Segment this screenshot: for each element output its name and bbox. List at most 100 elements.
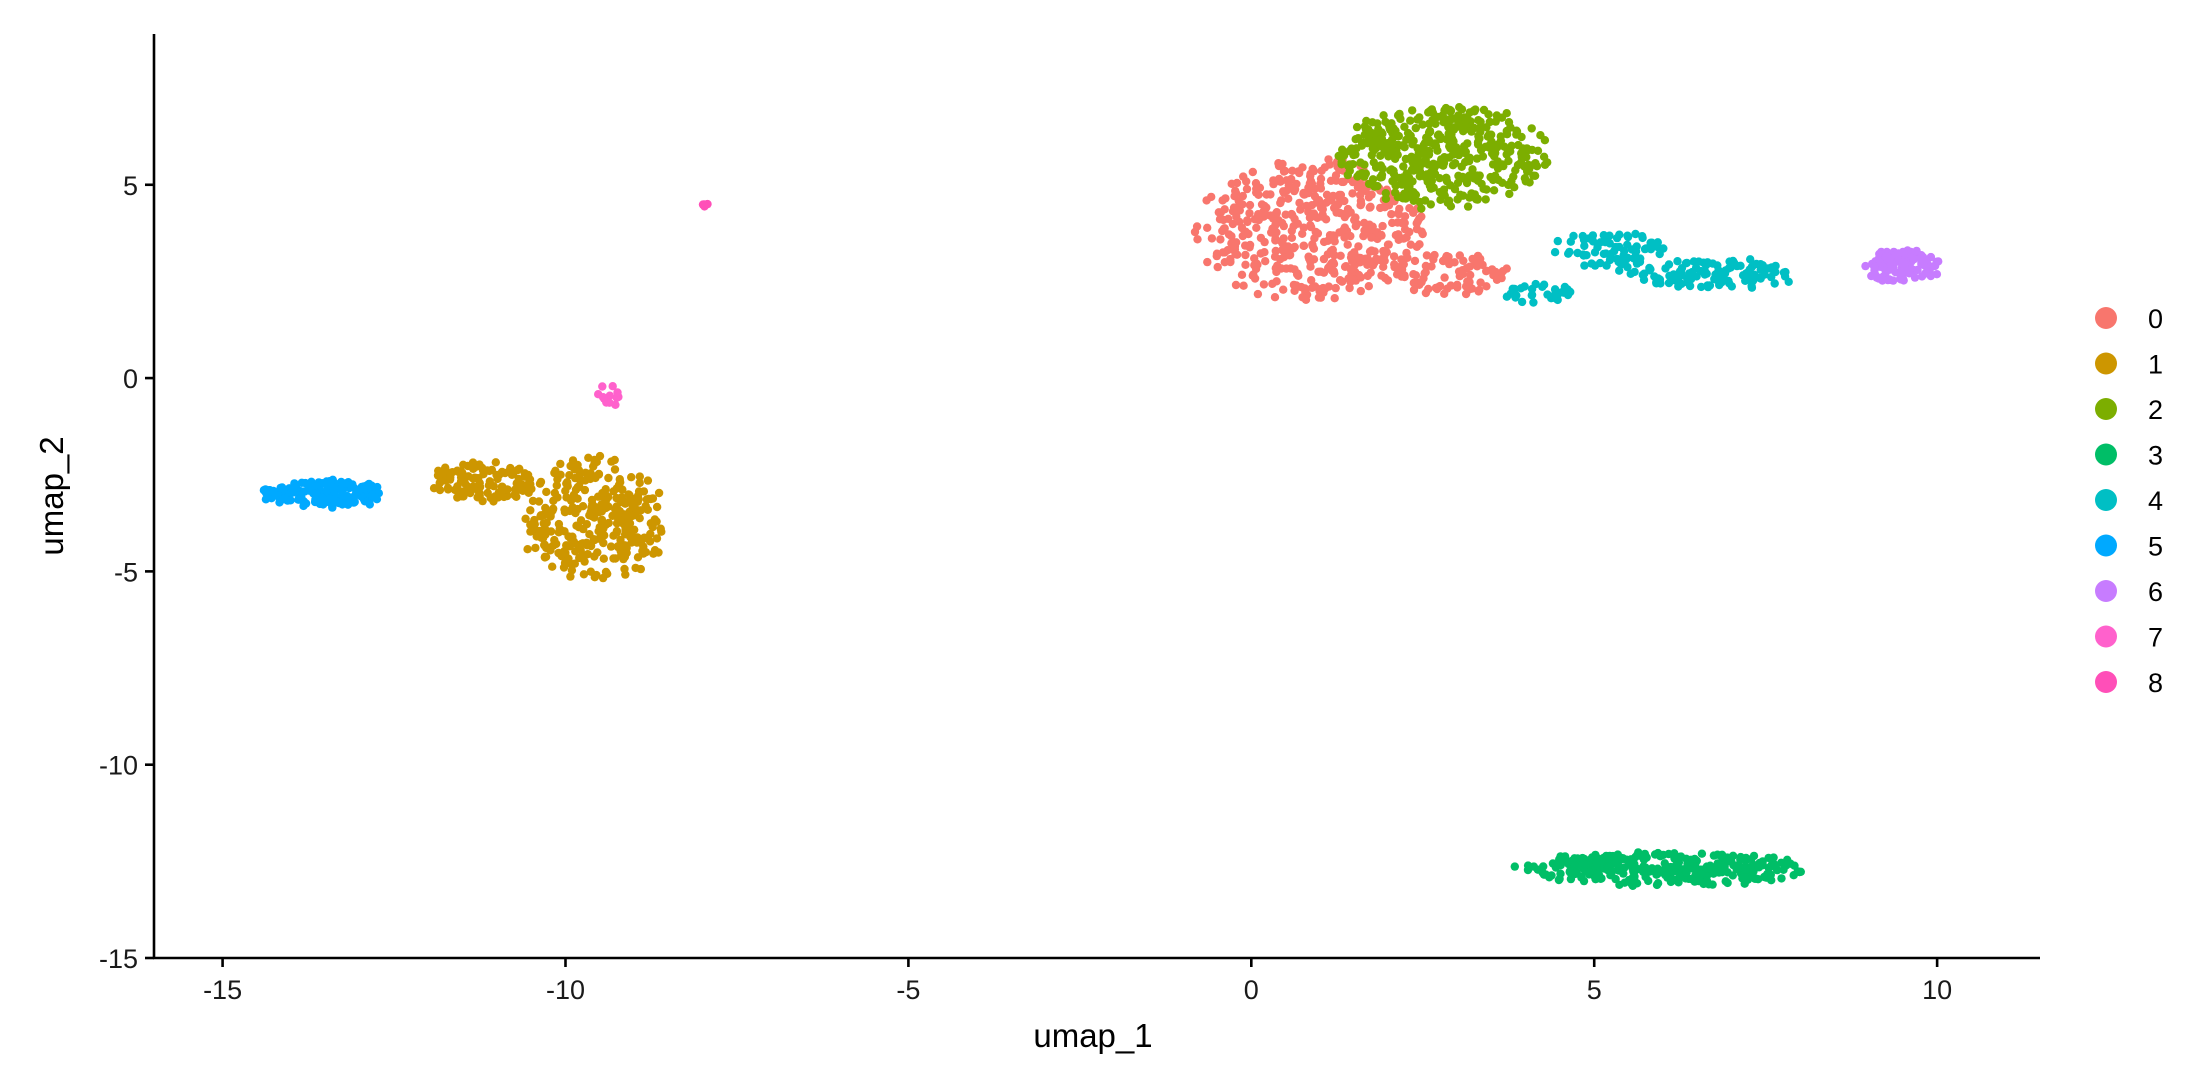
legend-swatch (2095, 671, 2117, 693)
cluster-2-point (1522, 152, 1531, 162)
cluster-3-point (1676, 852, 1686, 861)
cluster-0-point (1466, 270, 1475, 280)
cluster-1-point (561, 548, 570, 558)
x-axis-title: umap_1 (1033, 1017, 1152, 1054)
cluster-0-point (1219, 224, 1229, 233)
cluster-1-point (598, 488, 607, 498)
cluster-0-point (1360, 218, 1369, 228)
cluster-1-point (599, 554, 608, 563)
cluster-0-point (1317, 166, 1326, 175)
cluster-0-point (1336, 251, 1345, 260)
cluster-1-point (556, 459, 565, 469)
cluster-0-point (1498, 267, 1508, 276)
cluster-0-point (1250, 260, 1260, 270)
cluster-1-point (569, 538, 578, 548)
cluster-4-point (1784, 277, 1793, 286)
legend-label: 2 (2148, 395, 2163, 425)
cluster-4-point (1653, 238, 1663, 247)
cluster-0-point (1331, 171, 1341, 180)
cluster-0-point (1231, 189, 1241, 198)
cluster-0-point (1421, 288, 1431, 298)
cluster-1-point (429, 484, 439, 493)
cluster-4-point (1629, 254, 1638, 263)
y-axis-title: umap_2 (33, 436, 70, 555)
x-tick-label: -10 (546, 975, 585, 1005)
cluster-3-point (1694, 876, 1703, 886)
cluster-1-point (534, 497, 544, 506)
cluster-0-point (1268, 224, 1277, 233)
cluster-4-point (1550, 248, 1560, 257)
cluster-7-point (598, 393, 608, 402)
cluster-0-point (1279, 285, 1288, 294)
cluster-1-point (491, 458, 500, 467)
cluster-0-point (1226, 257, 1235, 267)
cluster-2-point (1435, 174, 1444, 183)
cluster-2-point (1393, 111, 1403, 120)
cluster-2-point (1398, 173, 1408, 182)
cluster-3-point (1570, 861, 1580, 870)
cluster-2-point (1443, 198, 1453, 207)
cluster-0-point (1192, 222, 1202, 231)
cluster-4-point (1767, 272, 1776, 282)
cluster-0-point (1213, 262, 1222, 272)
cluster-0-point (1251, 179, 1261, 188)
legend-item-5: 5 (2095, 532, 2163, 562)
cluster-4-point (1700, 267, 1710, 276)
cluster-0-point (1241, 260, 1250, 269)
cluster-4-point (1520, 282, 1529, 291)
legend-item-2: 2 (2095, 395, 2163, 425)
cluster-0-point (1214, 208, 1224, 217)
cluster-3-point (1565, 867, 1575, 876)
cluster-0-point (1307, 276, 1316, 285)
cluster-0-point (1440, 273, 1449, 282)
cluster-1-point (633, 553, 643, 562)
cluster-4-point (1697, 282, 1706, 292)
cluster-1-point (552, 481, 561, 490)
cluster-1-point (594, 527, 603, 536)
cluster-1-point (564, 532, 573, 541)
cluster-1-point (587, 495, 597, 505)
cluster-1-point (523, 545, 532, 554)
cluster-2-point (1363, 139, 1372, 148)
cluster-2-point (1352, 144, 1361, 153)
cluster-2-point (1453, 178, 1463, 187)
legend-item-7: 7 (2095, 623, 2163, 653)
cluster-0-point (1336, 190, 1346, 200)
cluster-0-point (1203, 257, 1212, 267)
cluster-0-point (1193, 235, 1202, 244)
cluster-0-point (1272, 208, 1282, 217)
cluster-5-points (259, 475, 383, 512)
cluster-4-point (1752, 259, 1761, 269)
cluster-0-point (1384, 240, 1393, 249)
cluster-0-point (1292, 270, 1302, 279)
cluster-1-point (621, 499, 630, 508)
cluster-1-point (560, 508, 570, 517)
y-tick-label: -5 (114, 557, 138, 587)
cluster-3-point (1638, 853, 1647, 862)
cluster-3-point (1743, 875, 1753, 884)
cluster-2-point (1401, 154, 1411, 164)
cluster-0-point (1300, 284, 1310, 293)
cluster-0-point (1244, 229, 1253, 239)
cluster-0-point (1287, 233, 1297, 242)
cluster-6-point (1870, 262, 1879, 272)
cluster-3-point (1670, 854, 1679, 863)
cluster-0-point (1242, 184, 1252, 194)
cluster-4-point (1580, 261, 1589, 270)
cluster-1-point (579, 570, 589, 579)
cluster-4-point (1661, 264, 1670, 273)
cluster-4-point (1726, 263, 1735, 272)
cluster-0-point (1406, 240, 1416, 249)
points-layer (259, 103, 1943, 890)
cluster-0-point (1254, 210, 1263, 219)
cluster-6-point (1897, 267, 1907, 276)
cluster-6-point (1891, 250, 1901, 259)
y-tick-label: -15 (99, 944, 138, 974)
cluster-2-point (1425, 181, 1435, 190)
cluster-1-point (633, 491, 643, 500)
cluster-2-point (1516, 158, 1526, 167)
cluster-6-point (1912, 246, 1921, 256)
cluster-1-point (625, 519, 635, 528)
cluster-2-point (1337, 160, 1346, 169)
cluster-2-point (1367, 150, 1377, 160)
